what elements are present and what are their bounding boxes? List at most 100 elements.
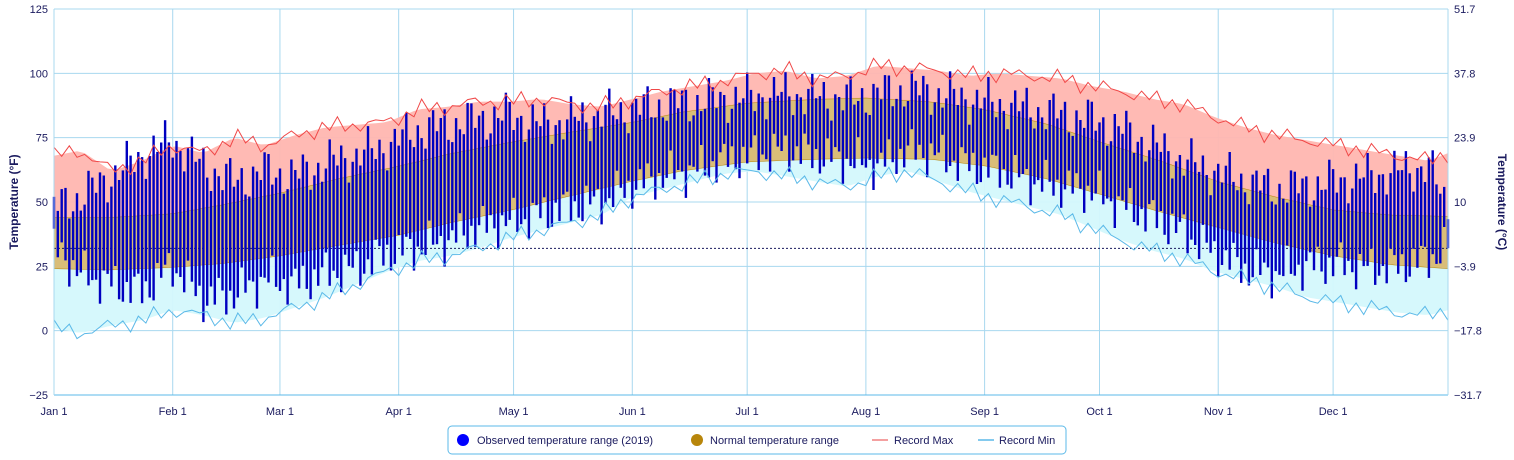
observed-range-bar <box>470 103 473 226</box>
observed-range-bar <box>1186 159 1189 254</box>
observed-range-bar <box>1266 168 1270 268</box>
observed-range-bar <box>324 168 328 253</box>
observed-range-bar <box>650 117 653 177</box>
observed-range-bar <box>1431 150 1434 255</box>
observed-range-bar <box>363 149 366 274</box>
observed-range-bar <box>290 159 293 277</box>
observed-range-bar <box>1159 151 1162 211</box>
observed-range-bar <box>1339 177 1342 243</box>
observed-range-bar <box>680 90 684 172</box>
observed-range-bar <box>531 104 534 203</box>
observed-range-bar <box>68 218 71 287</box>
observed-range-bar <box>317 162 320 286</box>
observed-range-bar <box>960 87 963 148</box>
observed-range-bar <box>1255 170 1258 250</box>
observed-range-bar <box>167 142 171 254</box>
legend-record-max-label[interactable]: Record Max <box>894 435 954 447</box>
observed-range-bar <box>1083 127 1086 213</box>
observed-range-bar <box>271 184 274 256</box>
observed-range-bar <box>382 153 385 266</box>
observed-range-bar <box>1040 117 1044 192</box>
observed-range-bar <box>1128 122 1132 188</box>
observed-range-bar <box>979 108 982 183</box>
observed-range-bar <box>140 157 144 304</box>
observed-range-bar <box>244 194 247 293</box>
observed-range-bar <box>297 178 301 289</box>
observed-range-bar <box>366 126 370 260</box>
observed-range-bar <box>968 124 971 172</box>
observed-range-bar <box>883 75 887 167</box>
observed-range-bar <box>190 136 194 282</box>
observed-range-bar <box>60 189 63 243</box>
observed-range-bar <box>891 106 894 163</box>
y-tick-label-right: −3.9 <box>1454 261 1476 273</box>
observed-range-bar <box>1408 173 1411 277</box>
observed-range-bar <box>451 142 454 231</box>
observed-range-bar <box>910 70 913 130</box>
observed-range-bar <box>860 88 864 166</box>
observed-range-bar <box>1377 174 1381 276</box>
observed-range-bar <box>1420 166 1423 246</box>
observed-range-bar <box>1228 152 1231 270</box>
observed-range-bar <box>1094 130 1097 194</box>
observed-range-bar <box>577 120 580 218</box>
observed-range-bar <box>1056 118 1059 180</box>
observed-range-bar <box>1205 175 1208 243</box>
observed-range-bar <box>788 96 791 172</box>
observed-range-bar <box>738 102 741 179</box>
observed-range-bar <box>1090 101 1093 201</box>
observed-range-bar <box>1328 159 1331 258</box>
observed-range-bar <box>929 114 933 144</box>
observed-range-bar <box>1155 142 1159 229</box>
observed-range-bar <box>439 118 442 236</box>
observed-range-bar <box>941 107 944 135</box>
observed-range-bar <box>424 148 427 255</box>
observed-range-bar <box>1086 99 1090 186</box>
observed-range-bar <box>1014 90 1017 155</box>
observed-range-bar <box>1213 170 1216 242</box>
observed-range-bar <box>209 191 213 287</box>
observed-range-bar <box>125 140 128 282</box>
observed-range-bar <box>654 117 657 200</box>
observed-range-bar <box>217 176 220 278</box>
observed-range-bar <box>757 93 760 171</box>
record-fills <box>54 65 1448 333</box>
legend-observed-label[interactable]: Observed temperature range (2019) <box>477 435 653 447</box>
observed-range-bar <box>1071 135 1074 194</box>
x-tick-label: Feb 1 <box>159 406 187 418</box>
observed-range-bar <box>814 98 818 149</box>
observed-range-bar <box>937 88 940 153</box>
observed-range-bar <box>765 119 768 160</box>
observed-range-bar <box>397 145 400 235</box>
observed-range-bar <box>1125 110 1128 210</box>
observed-range-bar <box>948 71 952 166</box>
observed-range-bar <box>634 98 638 190</box>
legend-normal-label[interactable]: Normal temperature range <box>710 435 839 447</box>
observed-range-bar <box>355 148 358 252</box>
observed-range-bar <box>1435 184 1438 264</box>
observed-range-bar <box>914 80 917 160</box>
observed-range-bar <box>573 116 576 202</box>
observed-range-bar <box>569 96 573 221</box>
observed-range-bar <box>868 115 871 160</box>
observed-range-bar <box>1006 129 1009 185</box>
legend[interactable]: Observed temperature range (2019) Normal… <box>447 425 1067 455</box>
observed-range-bar <box>1224 165 1228 251</box>
observed-range-bar <box>956 105 959 181</box>
observed-range-bar <box>834 94 837 148</box>
observed-range-bar <box>278 168 282 291</box>
observed-range-bar <box>918 95 921 145</box>
observed-range-bar <box>711 87 714 162</box>
observed-range-bar <box>1174 161 1178 233</box>
observed-range-bar <box>1358 178 1362 254</box>
observed-range-bar <box>1374 193 1377 285</box>
legend-record-min-label[interactable]: Record Min <box>999 435 1055 447</box>
observed-range-bar <box>1416 168 1419 268</box>
observed-range-bar <box>1305 176 1308 262</box>
observed-range-bar <box>412 147 416 271</box>
observed-range-bar <box>405 112 408 237</box>
observed-range-bar <box>700 111 703 145</box>
observed-range-bar <box>589 141 592 205</box>
observed-range-bar <box>294 170 297 269</box>
